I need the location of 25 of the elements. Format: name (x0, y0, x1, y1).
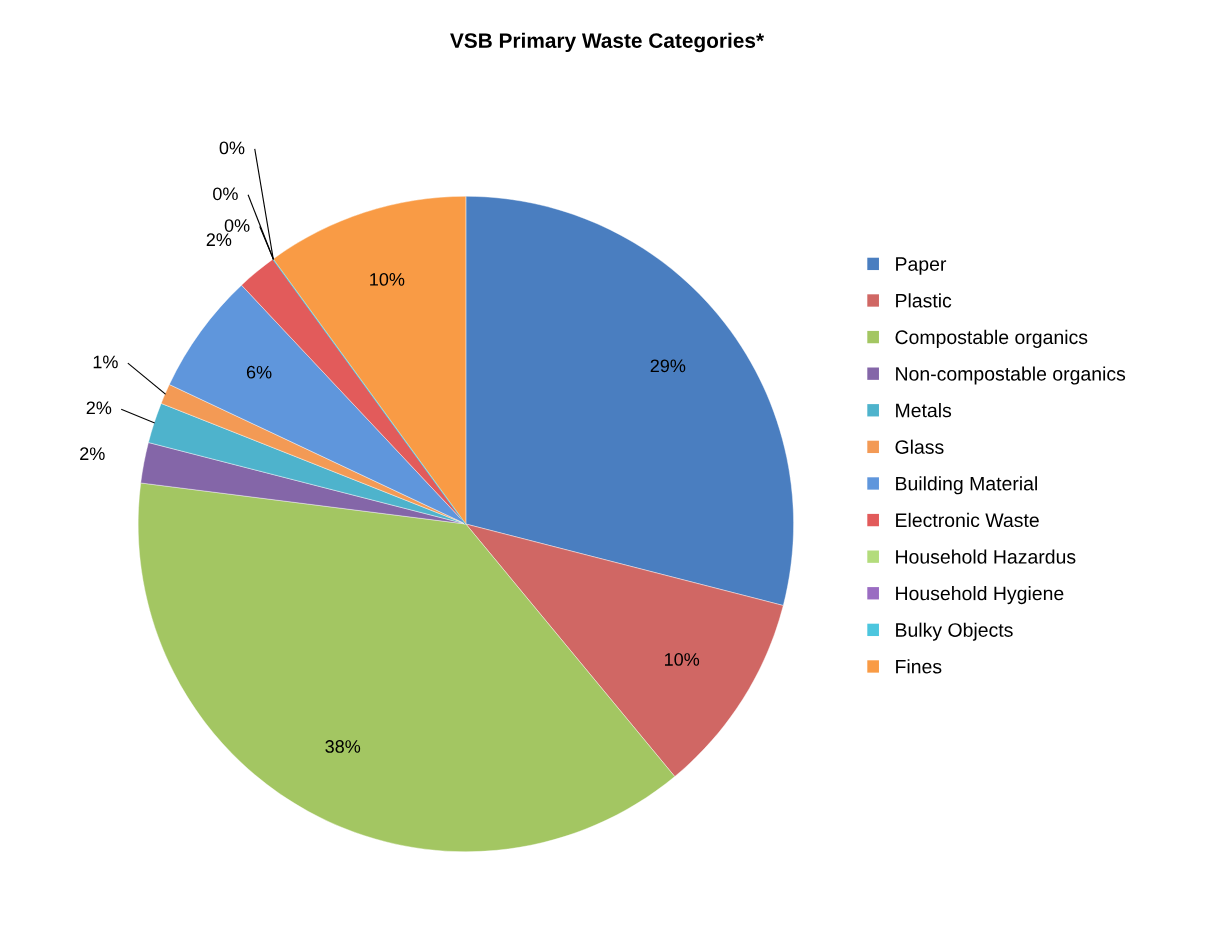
data-label: 10% (370, 272, 405, 286)
legend-label: Household Hygiene (896, 586, 1064, 605)
legend-label: Building Material (896, 476, 1037, 495)
legend-label: Fines (896, 659, 942, 674)
data-label: 2% (80, 447, 105, 461)
data-label: 2% (206, 233, 232, 246)
legend-label: Electronic Waste (896, 512, 1039, 528)
chart-title: VSB Primary Waste Categories* (450, 32, 765, 53)
legend-label: Household Hazardus (896, 549, 1076, 564)
legend-label: Metals (896, 403, 952, 418)
legend-label: Compostable organics (895, 329, 1088, 348)
data-label: 29% (650, 359, 686, 373)
data-label: 38% (325, 740, 361, 753)
data-label: 6% (246, 365, 272, 379)
text: 0% (219, 141, 245, 155)
data-label: 1% (93, 355, 118, 369)
data-label: 2% (86, 401, 112, 415)
legend-label: Plastic (896, 293, 952, 308)
text: 0% (224, 219, 250, 232)
legend-label: Paper (896, 257, 947, 275)
legend-label: Glass (895, 439, 944, 454)
data-label: 10% (665, 653, 700, 666)
text: 0% (213, 187, 238, 201)
legend-label: Non-compostable organics (896, 366, 1126, 385)
legend-label: Bulky Objects (896, 622, 1013, 641)
